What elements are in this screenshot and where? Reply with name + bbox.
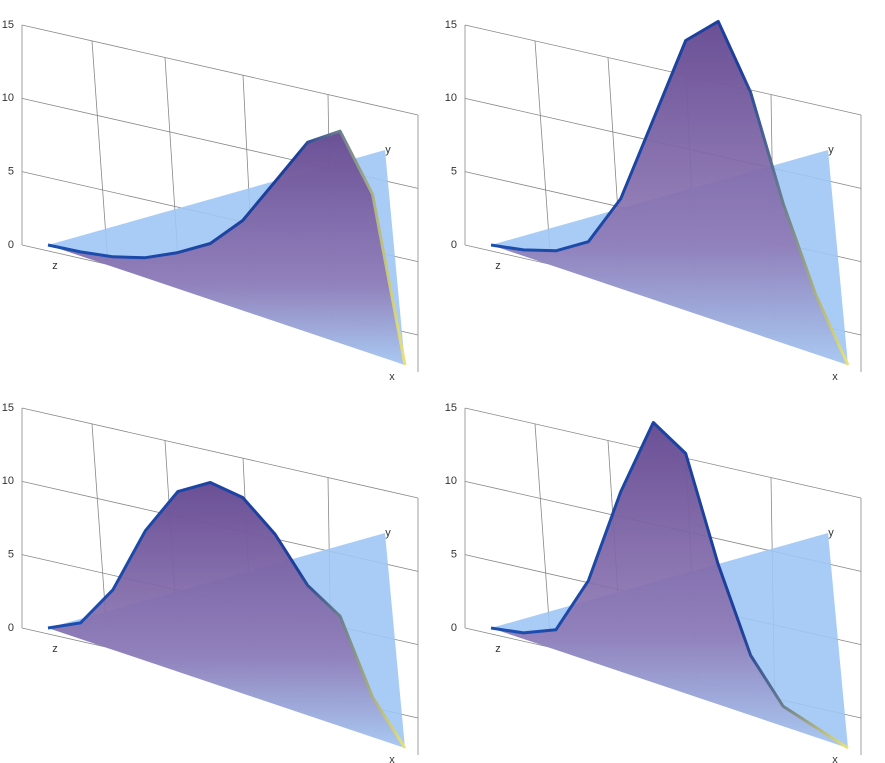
axis-label-x: x [832,371,838,383]
z-tick-label: 10 [445,475,457,487]
panel: 0 5 10 15 z x y [2,19,419,383]
z-tick-label: 5 [8,549,14,561]
z-tick-label: 5 [8,166,14,178]
surface-fill [491,21,848,366]
z-tick-label: 15 [2,402,14,414]
surface-ridge [47,481,407,749]
axis-label-x: x [832,754,838,763]
axis-label-y: y [385,144,391,156]
z-tick-label: 10 [445,92,457,104]
grid-line [91,40,109,266]
z-tick-label: 10 [2,92,14,104]
surface-fill [491,422,848,748]
z-tick-label: 5 [451,549,457,561]
surface-ridge [490,19,850,366]
axis-label-z: z [52,643,58,655]
surface-fill [48,131,405,365]
grid-line [21,24,419,116]
z-tick-label: 10 [2,475,14,487]
z-tick-label: 0 [451,239,457,251]
axis-label-y: y [828,144,834,156]
z-tick-label: 0 [451,622,457,634]
axis-label-y: y [828,527,834,539]
grid-line [534,40,552,266]
z-tick-label: 15 [445,19,457,31]
panel: 0 5 10 15 z x y [445,402,862,763]
z-tick-label: 15 [2,19,14,31]
surface-fill [48,482,405,748]
axis-label-y: y [385,527,391,539]
axis-label-z: z [495,643,501,655]
z-tick-label: 15 [445,402,457,414]
z-tick-label: 0 [8,622,14,634]
z-tick-label: 0 [8,239,14,251]
panel: 0 5 10 15 z x y [2,402,419,763]
z-tick-label: 5 [451,166,457,178]
panel: 0 5 10 15 z x y [445,19,862,383]
surface-ridge [47,129,407,366]
grid-line [464,24,862,116]
grid-line [534,423,552,649]
surface-ridge [490,421,849,750]
axis-label-z: z [495,260,501,272]
grid-line [21,407,419,499]
axis-label-z: z [52,260,58,272]
axis-label-x: x [389,371,395,383]
axis-label-x: x [389,754,395,763]
